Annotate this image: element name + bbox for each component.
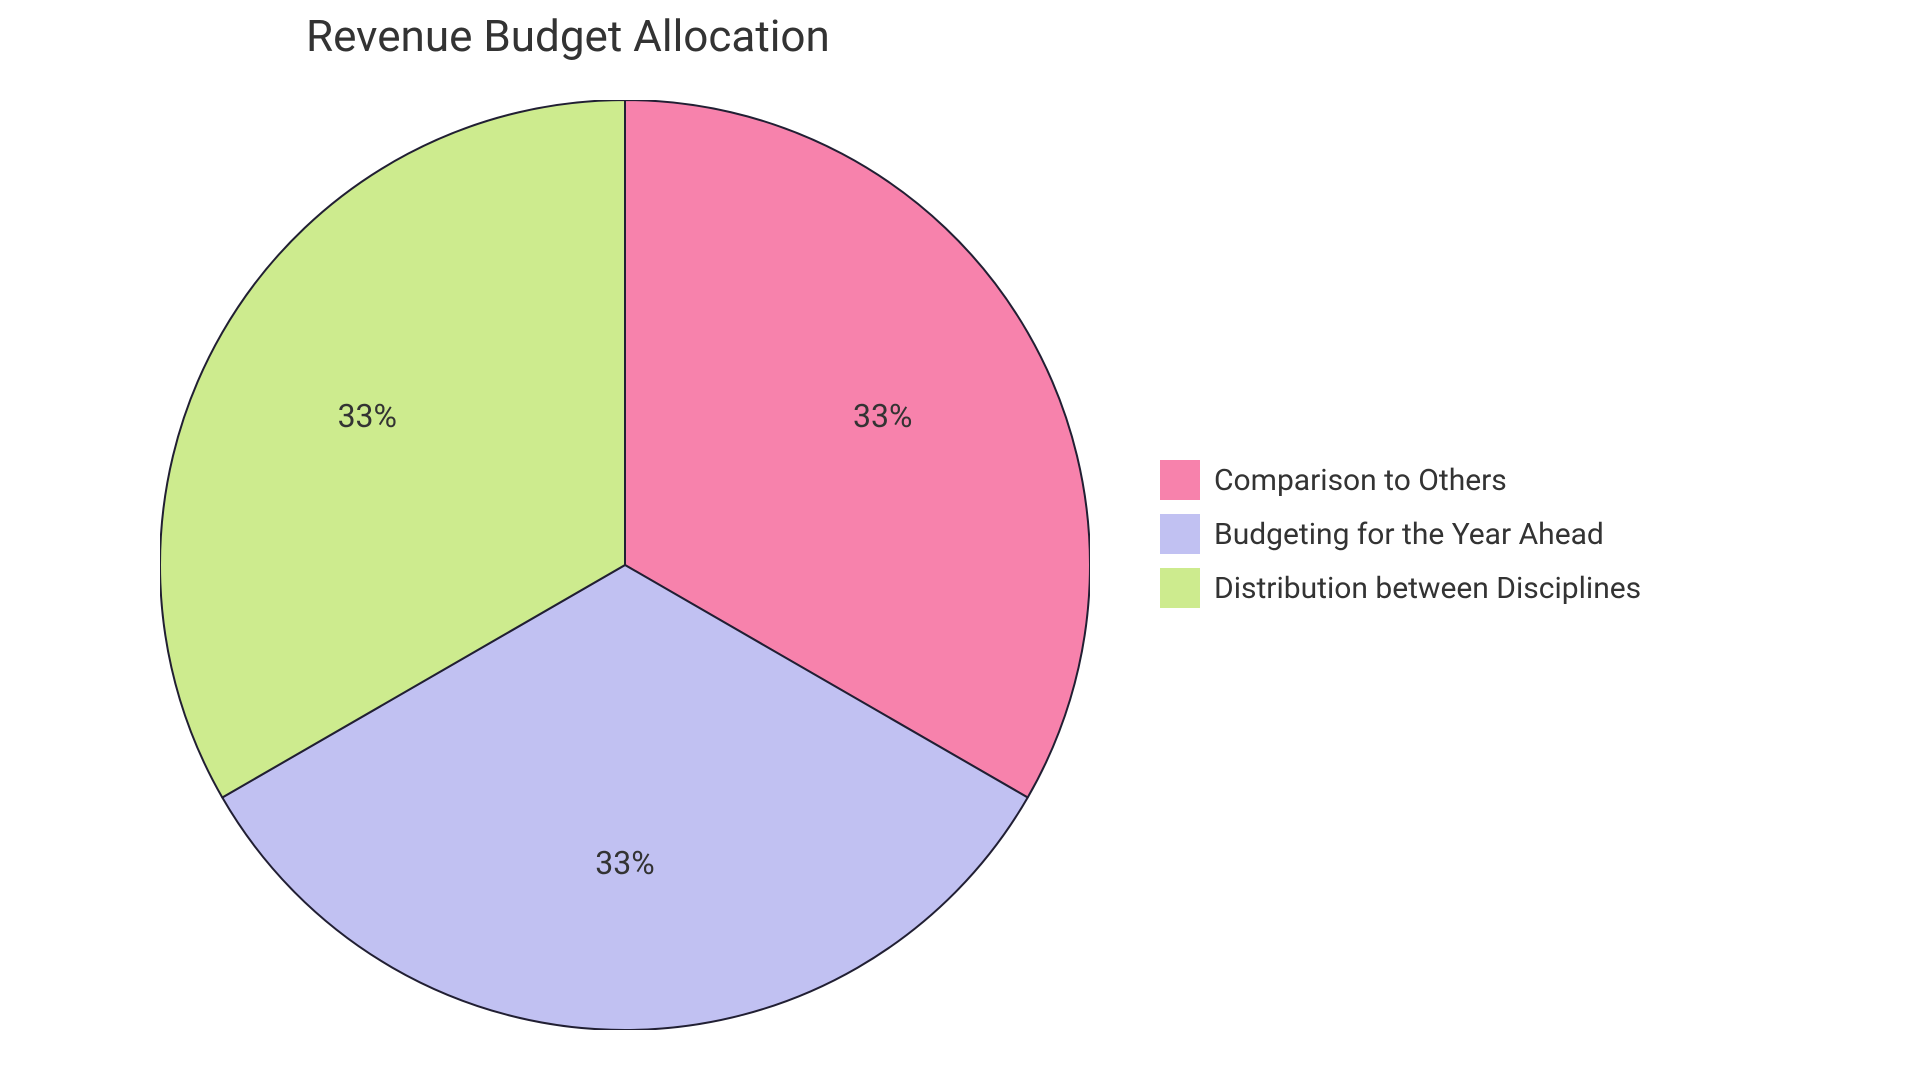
legend-item: Budgeting for the Year Ahead: [1160, 514, 1641, 554]
legend-swatch: [1160, 460, 1200, 500]
legend-item: Comparison to Others: [1160, 460, 1641, 500]
legend-swatch: [1160, 568, 1200, 608]
legend-label: Budgeting for the Year Ahead: [1214, 517, 1604, 552]
legend-label: Distribution between Disciplines: [1214, 571, 1641, 606]
pie-chart: [160, 100, 1090, 1030]
slice-pct-label: 33%: [595, 844, 654, 882]
chart-title: Revenue Budget Allocation: [306, 10, 830, 62]
legend: Comparison to Others Budgeting for the Ye…: [1160, 460, 1641, 608]
legend-item: Distribution between Disciplines: [1160, 568, 1641, 608]
slice-pct-label: 33%: [853, 397, 912, 435]
legend-swatch: [1160, 514, 1200, 554]
slice-pct-label: 33%: [338, 397, 397, 435]
legend-label: Comparison to Others: [1214, 463, 1507, 498]
